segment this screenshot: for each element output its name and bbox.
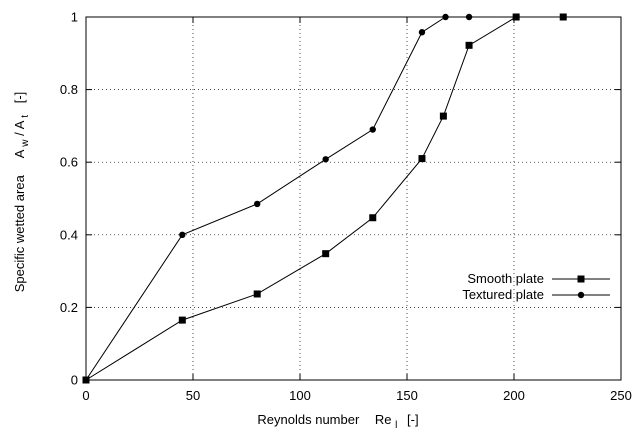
x-axis-label-main: Reynolds number — [257, 412, 360, 427]
legend: Smooth plate Textured plate — [462, 271, 610, 302]
x-axis-label-unit: [-] — [407, 412, 419, 427]
y-tick-label: 0.4 — [60, 227, 78, 242]
y-tick-label: 0 — [71, 373, 78, 388]
legend-marker-textured — [577, 291, 585, 299]
y-axis-label-denominator-sub: t — [20, 115, 31, 118]
data-point-textured — [465, 13, 473, 21]
x-axis-label-subscript: l — [395, 420, 397, 430]
series-layer — [82, 13, 567, 384]
data-point-textured — [82, 376, 90, 384]
x-tick-label: 200 — [503, 388, 525, 403]
y-axis-label: Specific wetted area A w / A t [-] — [12, 92, 31, 293]
y-axis-label-numerator-sub: w — [20, 139, 31, 148]
y-axis-label-main: Specific wetted area — [12, 174, 27, 292]
x-tick-labels: 0 50 100 150 200 250 — [82, 388, 631, 403]
data-point-textured — [179, 231, 186, 238]
y-axis-label-numerator: A — [12, 149, 27, 158]
plot-frame — [85, 16, 622, 381]
data-point-smooth — [418, 155, 426, 163]
x-axis-label: Reynolds number Re l [-] — [257, 412, 418, 430]
series-line-smooth — [85, 16, 564, 381]
y-tick-label: 0.2 — [60, 300, 78, 315]
data-point-smooth — [322, 250, 330, 258]
legend-marker-smooth — [577, 275, 585, 283]
y-tick-label: 1 — [71, 10, 78, 25]
data-point-textured — [560, 13, 567, 21]
x-tick-label: 0 — [82, 388, 89, 403]
grid — [86, 17, 621, 380]
y-tick-label: 0.6 — [60, 155, 78, 170]
x-tick-label: 250 — [610, 388, 632, 403]
data-point-textured — [369, 126, 376, 133]
data-point-smooth — [253, 290, 261, 298]
data-point-textured — [322, 156, 329, 163]
data-point-textured — [254, 200, 261, 208]
data-point-textured — [442, 13, 449, 21]
y-tick-labels: 0 0.2 0.4 0.6 0.8 1 — [60, 10, 78, 388]
y-tick-label: 0.8 — [60, 82, 78, 97]
x-tick-label: 150 — [396, 388, 418, 403]
series-line-textured — [85, 16, 564, 381]
x-tick-label: 100 — [289, 388, 311, 403]
data-point-textured — [418, 29, 426, 36]
legend-label-smooth: Smooth plate — [467, 271, 544, 286]
data-point-smooth — [178, 316, 186, 324]
y-axis-label-denominator: A — [12, 120, 27, 129]
data-point-smooth — [465, 41, 473, 49]
legend-label-textured: Textured plate — [462, 287, 544, 302]
y-axis-label-unit: [-] — [12, 92, 27, 104]
data-point-smooth — [439, 112, 447, 120]
x-axis-label-symbol: Re — [375, 412, 392, 427]
y-axis-label-slash: / — [12, 132, 27, 136]
axis-ticks — [85, 16, 622, 381]
data-point-textured — [512, 13, 520, 21]
data-point-smooth — [369, 214, 377, 222]
x-tick-label: 50 — [186, 388, 200, 403]
